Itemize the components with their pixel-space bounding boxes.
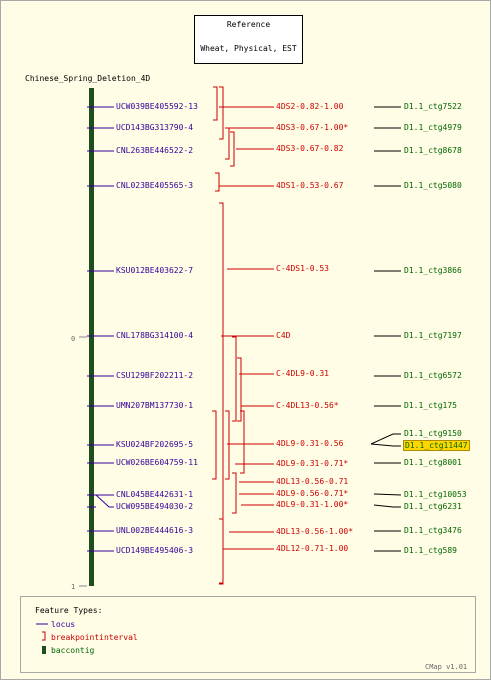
- locus-label[interactable]: CNL178BG314100-4: [116, 331, 194, 340]
- breakpoint-bracket: [237, 357, 242, 422]
- locus-label[interactable]: CSU129BF202211-2: [116, 371, 194, 380]
- contig-label[interactable]: D1.1_ctg589: [404, 546, 457, 555]
- scale-bottom-label: 1: [71, 583, 76, 591]
- locus-label[interactable]: CNL263BE446522-2: [116, 146, 194, 155]
- map-diagram: [79, 86, 402, 587]
- contig-label[interactable]: D1.1_ctg175: [404, 401, 457, 410]
- breakpoint-label[interactable]: C4D: [276, 331, 291, 340]
- breakpoint-label[interactable]: C-4DL13-0.56*: [276, 401, 339, 410]
- legend: Feature Types: locus breakpointinterval …: [20, 596, 476, 673]
- contig-label[interactable]: D1.1_ctg9150: [404, 429, 462, 438]
- locus-label[interactable]: UCD143BG313790-4: [116, 123, 194, 132]
- breakpoint-label[interactable]: 4DL9-0.31-0.71*: [276, 459, 349, 468]
- breakpoint-bracket: [219, 86, 224, 140]
- contig-connector: [370, 433, 401, 445]
- contig-label[interactable]: D1.1_ctg5080: [404, 181, 462, 190]
- breakpoint-label[interactable]: 4DL9-0.31-1.00*: [276, 500, 349, 509]
- locus-label[interactable]: KSU024BF202695-5: [116, 440, 194, 449]
- breakpoint-label[interactable]: 4DL13-0.56-1.00*: [276, 527, 354, 536]
- locus-label[interactable]: KSU012BE403622-7: [116, 266, 194, 275]
- breakpoint-bracket: [219, 518, 224, 584]
- locus-label[interactable]: UCW039BE405592-13: [116, 102, 198, 111]
- contig-label[interactable]: D1.1_ctg3866: [404, 266, 462, 275]
- legend-item-contig: baccontig: [51, 646, 95, 655]
- breakpoint-label[interactable]: 4DS3-0.67-0.82: [276, 144, 344, 153]
- contig-label[interactable]: D1.1_ctg4979: [404, 123, 462, 132]
- breakpoint-label[interactable]: 4DL12-0.71-1.00: [276, 544, 349, 553]
- breakpoint-label[interactable]: 4DS1-0.53-0.67: [276, 181, 344, 190]
- breakpoint-bracket: [240, 410, 245, 474]
- locus-label[interactable]: UCD149BE495406-3: [116, 546, 194, 555]
- contig-connector: [370, 443, 401, 447]
- scale-top-label: 0: [71, 335, 76, 343]
- locus-label[interactable]: UNL002BE444616-3: [116, 526, 194, 535]
- contig-label-highlighted[interactable]: D1.1_ctg11447: [403, 440, 470, 451]
- breakpoint-label[interactable]: 4DS2-0.82-1.00: [276, 102, 344, 111]
- reference-subtitle: Wheat, Physical, EST: [200, 44, 297, 53]
- breakpoint-bracket: [230, 131, 235, 167]
- locus-label[interactable]: CNL045BE442631-1: [116, 490, 194, 499]
- locus-label[interactable]: UCW026BE604759-11: [116, 458, 198, 467]
- map-title[interactable]: Chinese_Spring_Deletion_4D: [25, 74, 151, 83]
- breakpoint-bracket: [213, 86, 218, 121]
- breakpoint-label[interactable]: 4DS3-0.67-1.00*: [276, 123, 349, 132]
- baccontig-bar: [89, 88, 94, 586]
- contig-label[interactable]: D1.1_ctg7522: [404, 102, 462, 111]
- contig-label[interactable]: D1.1_ctg8678: [404, 146, 462, 155]
- contig-connector: [373, 493, 402, 496]
- breakpoint-bracket: [232, 336, 237, 422]
- breakpoint-bracket: [225, 127, 230, 160]
- breakpoint-bracket: [215, 172, 220, 192]
- locus-label[interactable]: UCW095BE494030-2: [116, 502, 194, 511]
- contig-label[interactable]: D1.1_ctg10053: [404, 490, 467, 499]
- legend-title: Feature Types:: [35, 606, 103, 615]
- bar-icon: [42, 646, 46, 654]
- breakpoint-label[interactable]: 4DL9-0.56-0.71*: [276, 489, 349, 498]
- locus-label[interactable]: UMN207BM137730-1: [116, 401, 194, 410]
- breakpoint-bracket: [212, 410, 217, 480]
- breakpoint-label[interactable]: 4DL13-0.56-0.71: [276, 477, 349, 486]
- legend-icons: [36, 623, 48, 654]
- reference-title: Reference: [226, 20, 271, 29]
- contig-label[interactable]: D1.1_ctg8001: [404, 458, 462, 467]
- legend-item-breakpoint: breakpointinterval: [51, 633, 138, 642]
- breakpoint-bracket: [225, 410, 230, 480]
- bracket-icon: [42, 631, 46, 641]
- contig-label[interactable]: D1.1_ctg3476: [404, 526, 462, 535]
- breakpoint-bracket: [232, 472, 237, 514]
- reference-box[interactable]: Reference Wheat, Physical, EST: [194, 15, 303, 64]
- contig-connector: [373, 504, 401, 508]
- contig-label[interactable]: D1.1_ctg7197: [404, 331, 462, 340]
- cmap-version: CMap v1.01: [425, 663, 468, 671]
- locus-line: [95, 494, 114, 508]
- contig-label[interactable]: D1.1_ctg6231: [404, 502, 462, 511]
- breakpoint-bracket: [219, 202, 224, 585]
- contig-label[interactable]: D1.1_ctg6572: [404, 371, 462, 380]
- breakpoint-label[interactable]: C-4DL9-0.31: [276, 369, 329, 378]
- legend-item-locus: locus: [51, 620, 76, 629]
- breakpoint-label[interactable]: C-4DS1-0.53: [276, 264, 329, 273]
- locus-label[interactable]: CNL023BE405565-3: [116, 181, 194, 190]
- breakpoint-label[interactable]: 4DL9-0.31-0.56: [276, 439, 344, 448]
